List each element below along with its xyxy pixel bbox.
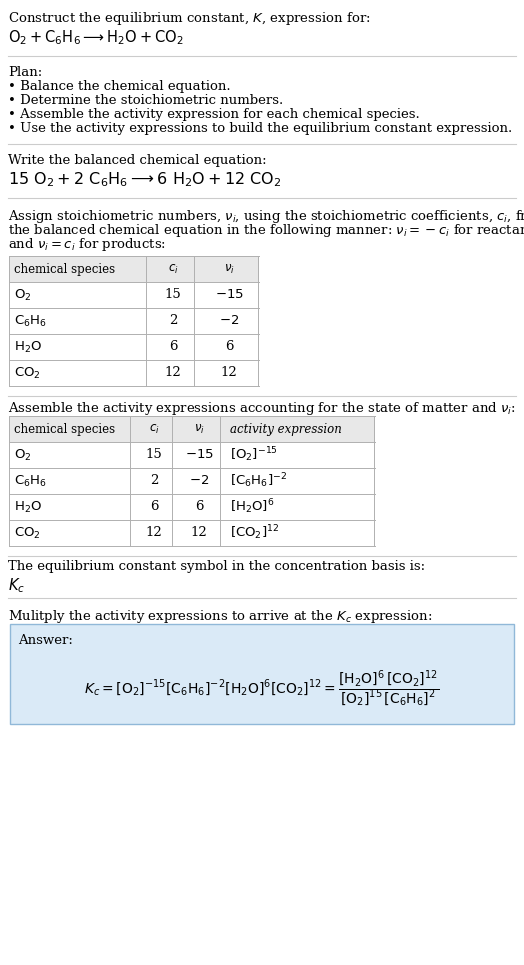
Text: $c_i$: $c_i$ [149,423,159,435]
Text: 6: 6 [195,501,203,513]
Text: $\mathrm{CO_2}$: $\mathrm{CO_2}$ [14,366,41,380]
Text: $\mathrm{O_2}$: $\mathrm{O_2}$ [14,448,31,462]
Text: $\mathrm{O_2 + C_6H_6 \longrightarrow H_2O + CO_2}$: $\mathrm{O_2 + C_6H_6 \longrightarrow H_… [8,28,183,46]
Text: Assemble the activity expressions accounting for the state of matter and $\nu_i$: Assemble the activity expressions accoun… [8,400,516,417]
Text: 2: 2 [169,315,177,327]
FancyBboxPatch shape [9,282,259,308]
FancyBboxPatch shape [9,334,259,360]
FancyBboxPatch shape [9,360,259,386]
Text: • Determine the stoichiometric numbers.: • Determine the stoichiometric numbers. [8,94,283,107]
FancyBboxPatch shape [9,308,259,334]
Text: 12: 12 [146,527,162,539]
Text: Write the balanced chemical equation:: Write the balanced chemical equation: [8,154,267,167]
Text: 12: 12 [191,527,208,539]
Text: $[\mathrm{O_2}]^{-15}$: $[\mathrm{O_2}]^{-15}$ [230,446,278,464]
Text: The equilibrium constant symbol in the concentration basis is:: The equilibrium constant symbol in the c… [8,560,425,573]
Text: Construct the equilibrium constant, $K$, expression for:: Construct the equilibrium constant, $K$,… [8,10,370,27]
Text: $-15$: $-15$ [184,449,213,461]
Text: $\nu_i$: $\nu_i$ [224,262,234,276]
Text: Answer:: Answer: [18,634,73,647]
Text: $-2$: $-2$ [219,315,239,327]
FancyBboxPatch shape [9,520,375,546]
Text: $\mathrm{15\ O_2 + 2\ C_6H_6 \longrightarrow 6\ H_2O + 12\ CO_2}$: $\mathrm{15\ O_2 + 2\ C_6H_6 \longrighta… [8,170,281,189]
Text: $\nu_i$: $\nu_i$ [193,423,204,435]
Text: $\mathrm{CO_2}$: $\mathrm{CO_2}$ [14,526,41,540]
Text: $K_c$: $K_c$ [8,576,25,594]
FancyBboxPatch shape [10,624,514,724]
Text: $[\mathrm{H_2O}]^{6}$: $[\mathrm{H_2O}]^{6}$ [230,498,275,516]
Text: $-15$: $-15$ [214,289,244,301]
Text: chemical species: chemical species [14,262,115,275]
Text: Mulitply the activity expressions to arrive at the $K_c$ expression:: Mulitply the activity expressions to arr… [8,608,432,625]
Text: 15: 15 [165,289,181,301]
Text: the balanced chemical equation in the following manner: $\nu_i = -c_i$ for react: the balanced chemical equation in the fo… [8,222,524,239]
Text: $\mathrm{H_2O}$: $\mathrm{H_2O}$ [14,500,42,514]
FancyBboxPatch shape [9,442,375,468]
Text: • Balance the chemical equation.: • Balance the chemical equation. [8,80,231,93]
Text: and $\nu_i = c_i$ for products:: and $\nu_i = c_i$ for products: [8,236,166,253]
Text: 12: 12 [221,367,237,379]
Text: activity expression: activity expression [230,423,342,435]
Text: 6: 6 [169,341,177,353]
Text: $c_i$: $c_i$ [168,262,178,276]
Text: • Assemble the activity expression for each chemical species.: • Assemble the activity expression for e… [8,108,420,121]
Text: chemical species: chemical species [14,423,115,435]
FancyBboxPatch shape [9,494,375,520]
Text: $\mathrm{C_6H_6}$: $\mathrm{C_6H_6}$ [14,314,47,328]
FancyBboxPatch shape [9,468,375,494]
Text: 2: 2 [150,475,158,487]
Text: 15: 15 [146,449,162,461]
Text: Assign stoichiometric numbers, $\nu_i$, using the stoichiometric coefficients, $: Assign stoichiometric numbers, $\nu_i$, … [8,208,524,225]
Text: $[\mathrm{C_6H_6}]^{-2}$: $[\mathrm{C_6H_6}]^{-2}$ [230,472,287,490]
Text: 12: 12 [165,367,181,379]
FancyBboxPatch shape [9,416,375,442]
Text: $\mathrm{O_2}$: $\mathrm{O_2}$ [14,288,31,303]
Text: $[\mathrm{CO_2}]^{12}$: $[\mathrm{CO_2}]^{12}$ [230,524,279,542]
Text: $K_c = [\mathrm{O_2}]^{-15} [\mathrm{C_6H_6}]^{-2} [\mathrm{H_2O}]^{6} [\mathrm{: $K_c = [\mathrm{O_2}]^{-15} [\mathrm{C_6… [84,669,440,709]
Text: 6: 6 [150,501,158,513]
Text: $\mathrm{C_6H_6}$: $\mathrm{C_6H_6}$ [14,474,47,488]
Text: 6: 6 [225,341,233,353]
Text: $\mathrm{H_2O}$: $\mathrm{H_2O}$ [14,340,42,354]
FancyBboxPatch shape [9,256,259,282]
Text: Plan:: Plan: [8,66,42,79]
Text: • Use the activity expressions to build the equilibrium constant expression.: • Use the activity expressions to build … [8,122,512,135]
Text: $-2$: $-2$ [189,475,209,487]
